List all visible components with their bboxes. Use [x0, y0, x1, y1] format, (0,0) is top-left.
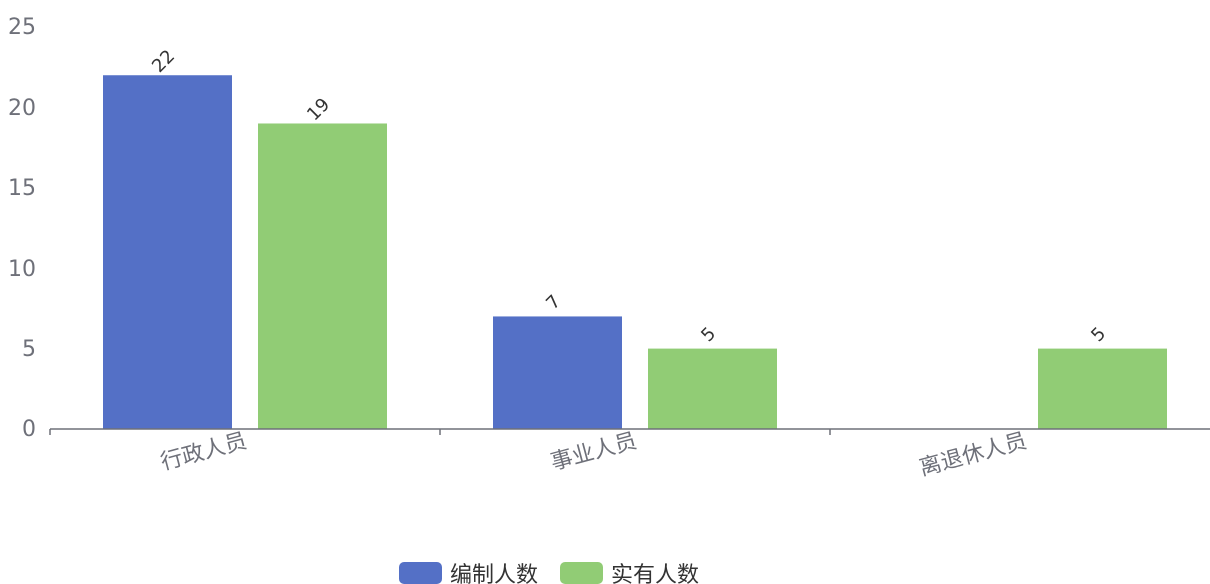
y-tick-label: 10	[8, 257, 36, 282]
data-label: 22	[148, 46, 179, 77]
bar-编制人数-行政人员[interactable]	[103, 75, 232, 429]
y-axis: 0 5 10 15 20 25	[8, 15, 36, 442]
y-tick-label: 5	[22, 337, 36, 362]
y-tick-label: 0	[22, 417, 36, 442]
y-tick-label: 15	[8, 176, 36, 201]
data-label: 5	[1087, 323, 1110, 346]
x-tick-label: 行政人员	[158, 429, 249, 476]
data-label: 19	[303, 94, 334, 125]
x-tick-label: 事业人员	[548, 429, 639, 476]
bar-实有人数-事业人员[interactable]	[648, 349, 777, 429]
legend-swatch	[560, 562, 603, 584]
data-label: 5	[697, 323, 720, 346]
data-label: 7	[542, 291, 565, 314]
bar-实有人数-离退休人员[interactable]	[1038, 349, 1167, 429]
x-tick-label: 离退休人员	[917, 429, 1030, 482]
y-tick-label: 20	[8, 96, 36, 121]
x-axis-labels: 行政人员 事业人员 离退休人员	[158, 429, 1029, 482]
legend-swatch	[399, 562, 442, 584]
legend: 编制人数 实有人数	[399, 562, 699, 584]
legend-label: 实有人数	[611, 563, 699, 584]
bar-编制人数-事业人员[interactable]	[493, 316, 622, 429]
legend-item-实有人数[interactable]: 实有人数	[560, 562, 699, 584]
y-tick-label: 25	[8, 15, 36, 40]
legend-label: 编制人数	[450, 563, 538, 584]
legend-item-编制人数[interactable]: 编制人数	[399, 562, 538, 584]
series-bars	[103, 75, 1167, 429]
bar-实有人数-行政人员[interactable]	[258, 123, 387, 429]
